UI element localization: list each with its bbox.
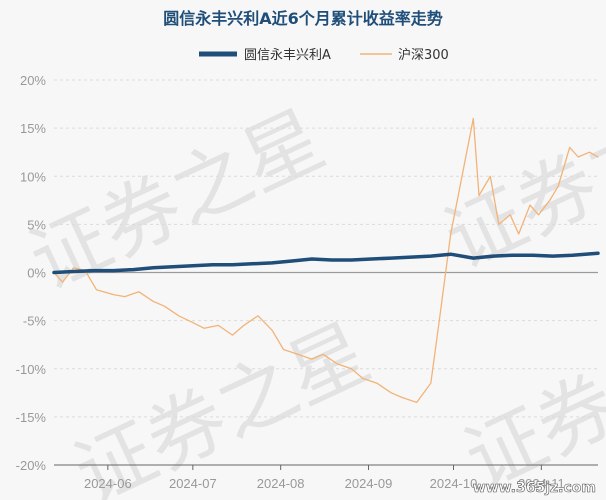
series-line-index bbox=[53, 117, 599, 404]
plot-area bbox=[52, 117, 600, 404]
watermark-text: 证券之星 bbox=[62, 308, 383, 500]
legend-label-index: 沪深300 bbox=[398, 47, 449, 63]
watermark-text: 证券之星 bbox=[452, 293, 606, 500]
legend: 圆信永丰兴利A 沪深300 bbox=[199, 47, 449, 63]
site-watermark: www.365jz.com bbox=[473, 480, 596, 496]
x-tick-label: 2024-07 bbox=[169, 476, 217, 491]
y-tick-label: -15% bbox=[16, 410, 47, 425]
x-tick-label: 2024-08 bbox=[257, 476, 305, 491]
series-line-fund bbox=[52, 251, 600, 275]
y-tick-label: 20% bbox=[20, 73, 46, 88]
grid bbox=[54, 79, 598, 466]
watermark-text: 证券之星 bbox=[17, 94, 338, 307]
y-tick-label: -20% bbox=[16, 458, 47, 473]
y-tick-label: 10% bbox=[20, 169, 46, 184]
y-tick-label: 15% bbox=[20, 121, 46, 136]
y-axis: 20% 15% 10% 5% 0% -5% -10% -15% -20% bbox=[16, 73, 47, 473]
legend-label-fund: 圆信永丰兴利A bbox=[244, 48, 331, 63]
x-tick-label: 2024-09 bbox=[345, 476, 393, 491]
x-tick-label: 2024-06 bbox=[84, 476, 132, 491]
watermark: 证券之星 证券之星 证券之星 证券之星 bbox=[17, 73, 606, 500]
y-tick-label: -10% bbox=[16, 362, 47, 377]
y-tick-label: 5% bbox=[27, 217, 46, 232]
y-tick-label: -5% bbox=[23, 314, 47, 329]
x-axis: 2024-06 2024-07 2024-08 2024-09 2024-10 2024-… bbox=[54, 464, 598, 491]
x-tick-label: 2024-11 bbox=[518, 476, 565, 491]
chart-title: 圆信永丰兴利A近6个月累计收益率走势 bbox=[163, 9, 443, 28]
x-tick-label: 2024-10 bbox=[430, 476, 478, 491]
y-tick-label: 0% bbox=[27, 266, 46, 281]
